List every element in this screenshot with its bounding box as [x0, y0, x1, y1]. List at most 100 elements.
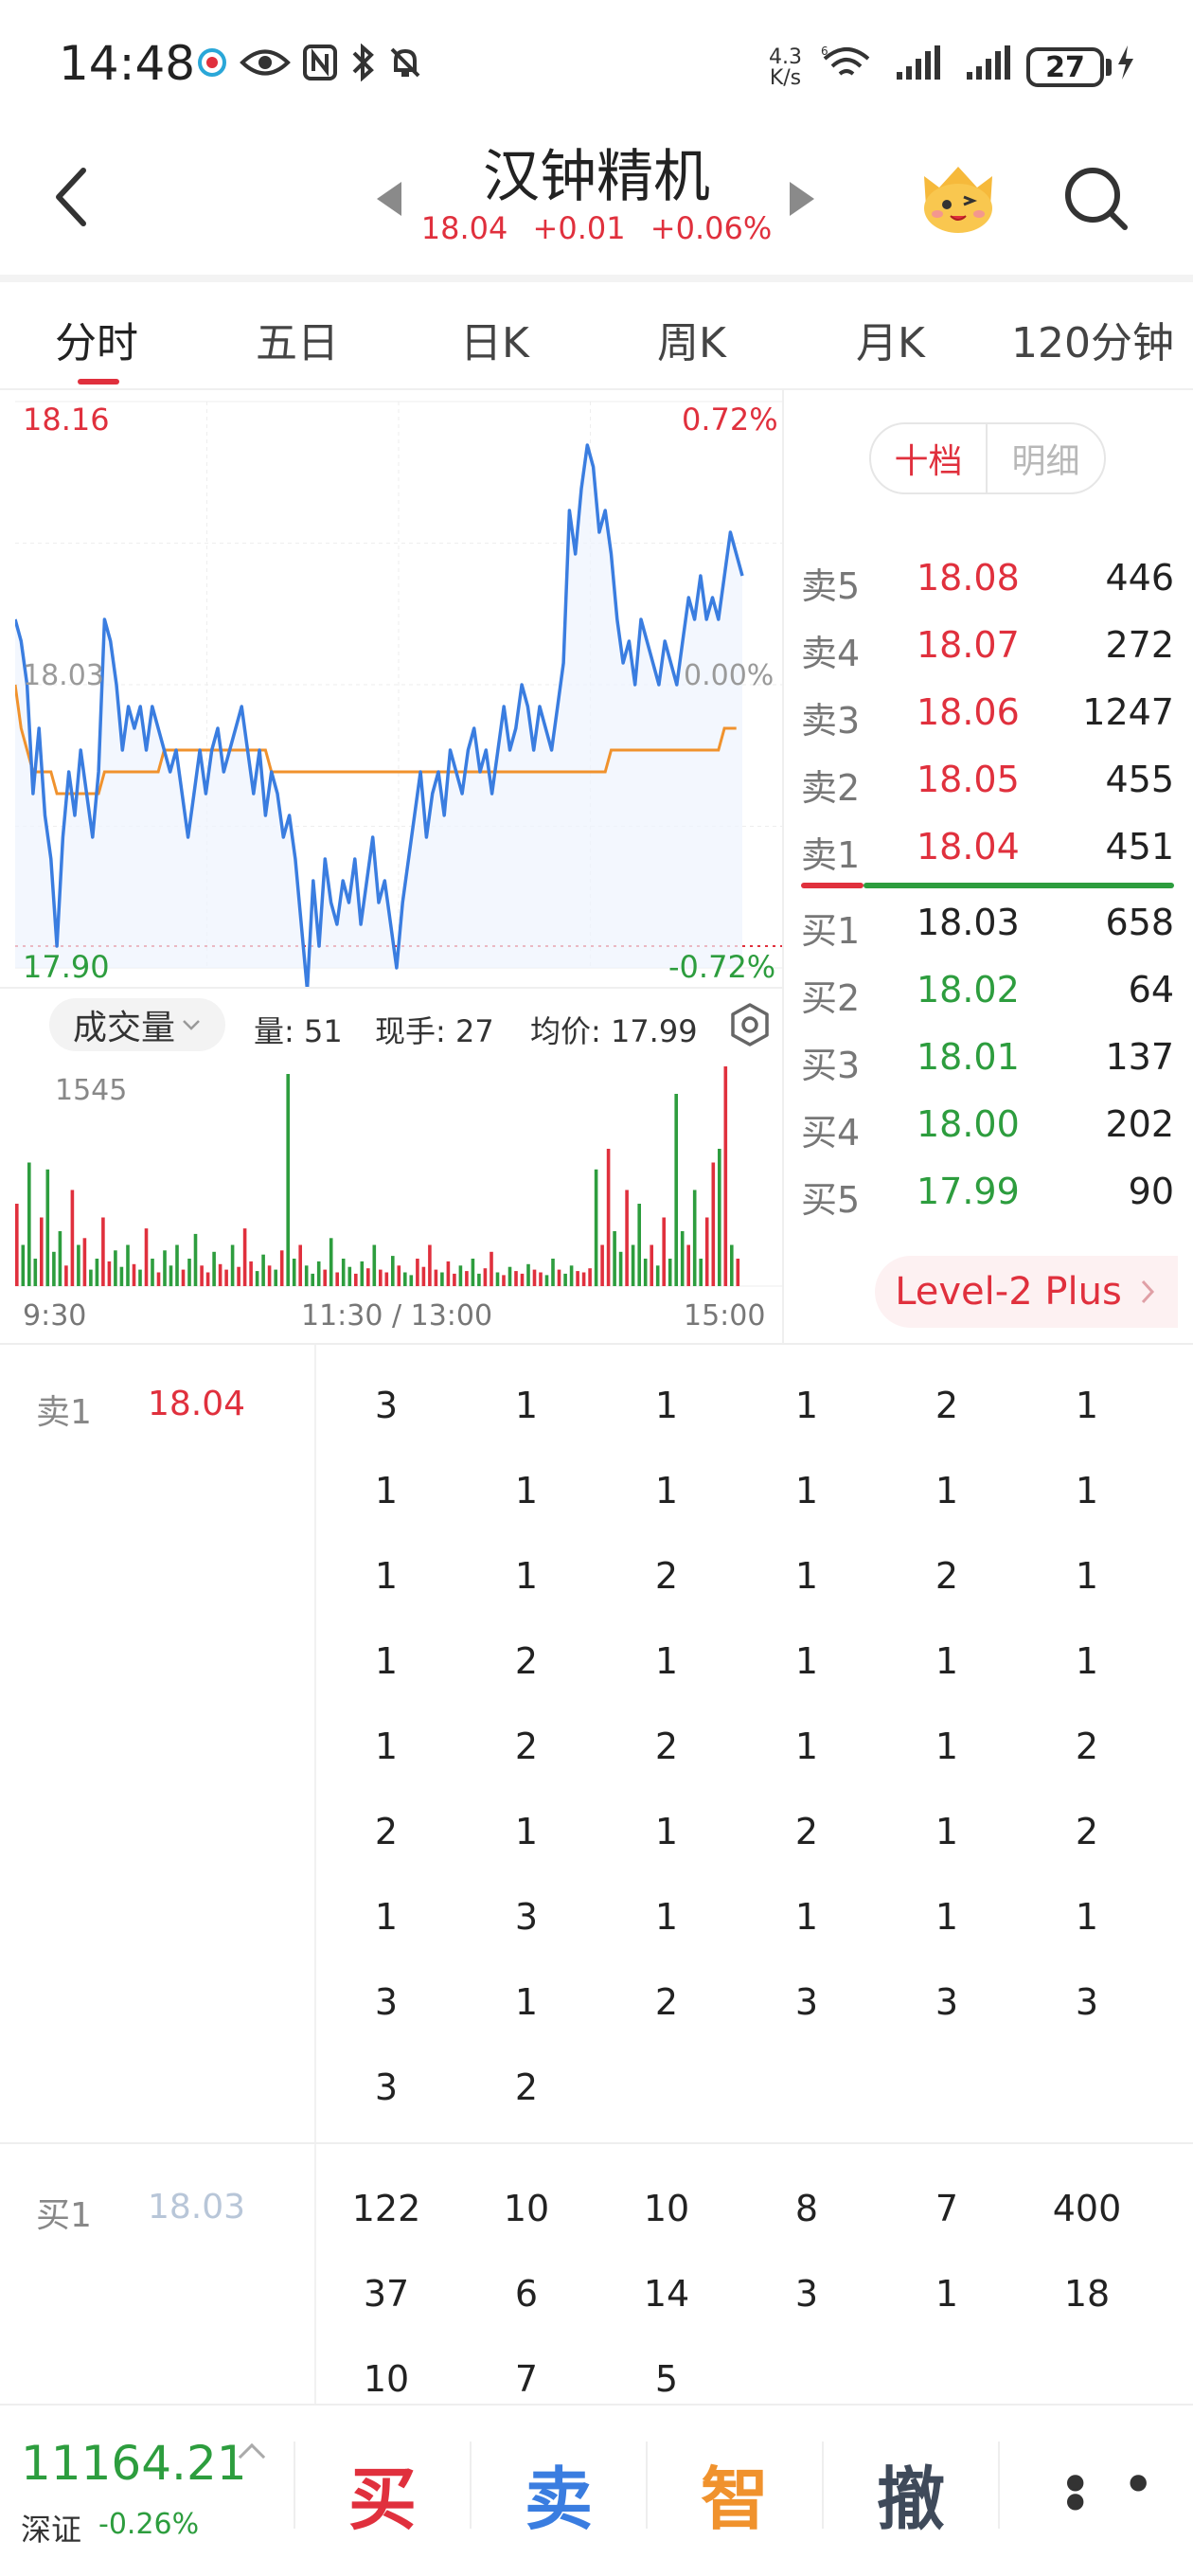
- queue-order-cell: 1: [514, 1385, 539, 1426]
- level-qty: 64: [1128, 969, 1174, 1011]
- queue-order-cell: 8: [794, 2188, 819, 2229]
- queue-bid1-label: 买1: [36, 2196, 92, 2235]
- volume-bar: [495, 1272, 500, 1286]
- search-icon[interactable]: [1060, 163, 1131, 233]
- queue-order-cell: 1: [935, 1726, 959, 1767]
- queue-order-cell: 1: [654, 1811, 679, 1852]
- tab-120min[interactable]: 120分钟: [1011, 319, 1174, 367]
- smart-trade-button[interactable]: 智: [700, 2460, 769, 2539]
- volume-bar: [514, 1271, 518, 1287]
- level-label: 买1: [801, 910, 861, 952]
- volume-bar: [465, 1271, 469, 1287]
- level2-button[interactable]: Level-2 Plus: [875, 1256, 1178, 1328]
- queue-order-cell: 1: [1075, 1896, 1099, 1938]
- level-label: 买5: [801, 1179, 861, 1221]
- tab-ten-levels[interactable]: 十档: [871, 424, 988, 492]
- volume-bar: [298, 1244, 302, 1286]
- queue-order-cell: 5: [654, 2358, 679, 2400]
- queue-order-cell: 1: [935, 1896, 959, 1938]
- volume-bar: [699, 1259, 703, 1286]
- queue-order-cell: 6: [514, 2273, 539, 2315]
- tab-daily-k[interactable]: 日K: [460, 319, 529, 367]
- volume-bar: [453, 1273, 456, 1286]
- volume-bar: [95, 1259, 99, 1286]
- net-speed-value: 4.3: [769, 45, 802, 69]
- queue-order-cell: 2: [935, 1385, 959, 1426]
- chart-separator: [782, 390, 784, 1343]
- queue-order-cell: 1: [794, 1470, 819, 1512]
- volume-bar: [354, 1273, 358, 1286]
- queue-order-cell: 18: [1063, 2273, 1111, 2315]
- level-label: 卖4: [801, 633, 861, 674]
- bid-row-4[interactable]: 买4 18.00 202: [801, 1103, 1176, 1170]
- bottom-divider: [294, 2442, 295, 2529]
- next-stock-icon[interactable]: [790, 182, 814, 216]
- volume-bar: [126, 1244, 130, 1286]
- volume-bar: [526, 1263, 530, 1286]
- queue-order-cell: 2: [374, 1811, 399, 1852]
- volume-bar: [397, 1265, 401, 1287]
- volume-bar: [704, 1217, 709, 1286]
- ask-row-3[interactable]: 卖3 18.06 1247: [801, 691, 1176, 758]
- cancel-order-button[interactable]: 撤: [876, 2460, 945, 2539]
- ask-row-4[interactable]: 卖4 18.07 272: [801, 624, 1176, 690]
- indicator-dropdown[interactable]: 成交量: [49, 998, 225, 1051]
- tab-five-day[interactable]: 五日: [256, 319, 339, 367]
- queue-order-cell: 400: [1052, 2188, 1122, 2229]
- ask-row-1[interactable]: 卖1 18.04 451: [801, 826, 1176, 892]
- volume-bar: [680, 1231, 685, 1286]
- back-icon[interactable]: [47, 159, 104, 235]
- time-start: 9:30: [23, 1299, 87, 1333]
- bid-row-5[interactable]: 买5 17.99 90: [801, 1171, 1176, 1237]
- volume-bar: [421, 1266, 426, 1286]
- bid-row-2[interactable]: 买2 18.02 64: [801, 969, 1176, 1035]
- sell-button[interactable]: 卖: [524, 2460, 593, 2539]
- settings-icon[interactable]: [727, 1002, 773, 1047]
- ask-row-2[interactable]: 卖2 18.05 455: [801, 759, 1176, 825]
- time-end: 15:00: [684, 1299, 766, 1333]
- tab-monthly-k[interactable]: 月K: [856, 319, 925, 367]
- volume-bar: [379, 1269, 383, 1286]
- volume-bar: [692, 1190, 697, 1286]
- mascot-icon[interactable]: [915, 159, 1002, 237]
- volume-bar: [329, 1238, 333, 1287]
- tab-trade-detail[interactable]: 明细: [1011, 442, 1080, 481]
- volume-bar: [711, 1162, 716, 1286]
- time-mid: 11:30 / 13:00: [301, 1299, 493, 1333]
- more-menu-button[interactable]: • • •: [1059, 2452, 1161, 2537]
- prev-stock-icon[interactable]: [377, 182, 401, 216]
- volume-bar: [40, 1217, 44, 1286]
- buy-button[interactable]: 买: [347, 2460, 417, 2539]
- bid-row-3[interactable]: 买3 18.01 137: [801, 1036, 1176, 1102]
- volume-bar: [637, 1204, 641, 1286]
- volume-bar: [581, 1272, 586, 1286]
- index-value[interactable]: 11164.21: [21, 2436, 247, 2491]
- queue-order-cell: 3: [935, 1981, 959, 2023]
- queue-order-cell: 2: [514, 1640, 539, 1682]
- ask-row-5[interactable]: 卖5 18.08 446: [801, 557, 1176, 623]
- level-price: 18.00: [917, 1103, 1020, 1145]
- stock-name: 汉钟精机: [483, 144, 710, 210]
- volume-bar: [230, 1244, 235, 1286]
- queue-bid1-price: 18.03: [148, 2188, 246, 2227]
- level-price: 18.06: [917, 691, 1020, 733]
- level-label: 买4: [801, 1112, 861, 1154]
- queue-order-cell: 1: [374, 1726, 399, 1767]
- volume-bar: [341, 1259, 346, 1286]
- level-price: 18.01: [917, 1036, 1020, 1078]
- tab-weekly-k[interactable]: 周K: [657, 319, 726, 367]
- queue-order-cell: 2: [794, 1811, 819, 1852]
- volume-bar: [107, 1261, 112, 1286]
- volume-bar: [662, 1217, 666, 1286]
- tab-intraday[interactable]: 分时: [55, 319, 138, 367]
- level-qty: 272: [1105, 624, 1174, 666]
- volume-bar: [391, 1256, 395, 1286]
- bottom-bar: [0, 2404, 1193, 2576]
- volume-bar: [64, 1265, 68, 1287]
- volume-bar: [77, 1244, 80, 1286]
- volume-bar: [606, 1149, 611, 1286]
- header-change: +0.01: [532, 210, 626, 246]
- bid-row-1[interactable]: 买1 18.03 658: [801, 902, 1176, 968]
- volume-bar: [119, 1266, 124, 1286]
- queue-order-cell: 2: [654, 1726, 679, 1767]
